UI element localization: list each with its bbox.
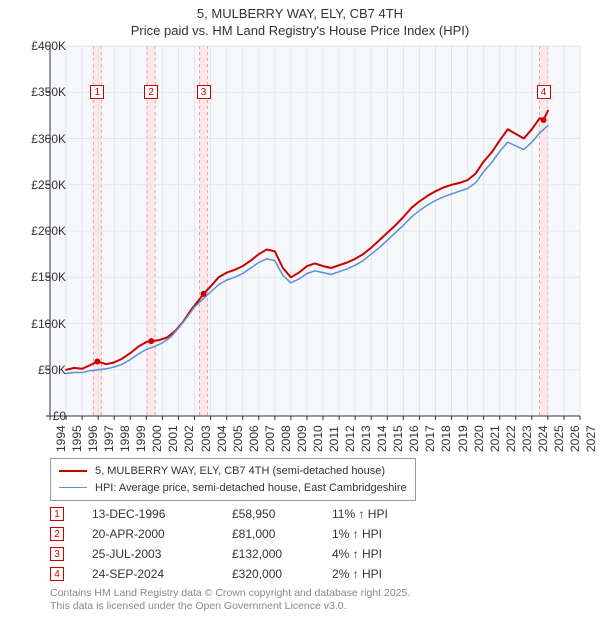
chart-plot-area xyxy=(50,46,580,416)
legend-box: 5, MULBERRY WAY, ELY, CB7 4TH (semi-deta… xyxy=(50,458,416,501)
event-date-1: 13-DEC-1996 xyxy=(92,507,232,521)
legend-item-2: HPI: Average price, semi-detached house,… xyxy=(59,480,407,497)
x-tick-label: 2010 xyxy=(311,425,325,452)
x-tick-label: 1994 xyxy=(54,425,68,452)
x-tick-label: 2012 xyxy=(343,425,357,452)
x-tick-label: 2019 xyxy=(456,425,470,452)
x-tick-label: 2017 xyxy=(423,425,437,452)
chart-marker-2: 2 xyxy=(144,85,158,99)
y-tick-label: £0 xyxy=(6,409,66,423)
x-tick-label: 2022 xyxy=(504,425,518,452)
title-line-2: Price paid vs. HM Land Registry's House … xyxy=(0,23,600,40)
x-tick-label: 2020 xyxy=(472,425,486,452)
event-row-1: 1 13-DEC-1996 £58,950 11% ↑ HPI xyxy=(50,504,432,524)
event-change-2: 1% ↑ HPI xyxy=(332,527,432,541)
event-price-1: £58,950 xyxy=(232,507,332,521)
x-tick-label: 1995 xyxy=(70,425,84,452)
x-tick-label: 2025 xyxy=(552,425,566,452)
events-table: 1 13-DEC-1996 £58,950 11% ↑ HPI 2 20-APR… xyxy=(50,504,432,584)
footer-line-1: Contains HM Land Registry data © Crown c… xyxy=(50,587,410,601)
x-tick-label: 2011 xyxy=(327,426,341,452)
x-tick-label: 2026 xyxy=(568,425,582,452)
y-tick-label: £200K xyxy=(6,224,66,238)
x-tick-label: 1996 xyxy=(86,425,100,452)
event-price-2: £81,000 xyxy=(232,527,332,541)
chart-container: 5, MULBERRY WAY, ELY, CB7 4TH Price paid… xyxy=(0,0,600,620)
event-row-4: 4 24-SEP-2024 £320,000 2% ↑ HPI xyxy=(50,564,432,584)
event-row-3: 3 25-JUL-2003 £132,000 4% ↑ HPI xyxy=(50,544,432,564)
y-tick-label: £400K xyxy=(6,39,66,53)
x-tick-label: 2023 xyxy=(520,425,534,452)
y-tick-label: £100K xyxy=(6,317,66,331)
x-tick-label: 1998 xyxy=(118,425,132,452)
event-marker-1: 1 xyxy=(50,507,64,521)
x-tick-label: 2004 xyxy=(215,425,229,452)
footer-line-2: This data is licensed under the Open Gov… xyxy=(50,600,410,614)
chart-svg xyxy=(50,46,580,416)
event-change-4: 2% ↑ HPI xyxy=(332,567,432,581)
x-tick-label: 2018 xyxy=(439,425,453,452)
legend-item-1: 5, MULBERRY WAY, ELY, CB7 4TH (semi-deta… xyxy=(59,463,407,480)
event-date-3: 25-JUL-2003 xyxy=(92,547,232,561)
event-change-1: 11% ↑ HPI xyxy=(332,507,432,521)
chart-title: 5, MULBERRY WAY, ELY, CB7 4TH Price paid… xyxy=(0,0,600,40)
legend-swatch-1 xyxy=(59,470,87,472)
title-line-1: 5, MULBERRY WAY, ELY, CB7 4TH xyxy=(0,6,600,23)
y-tick-label: £350K xyxy=(6,85,66,99)
x-tick-label: 2002 xyxy=(182,425,196,452)
x-tick-label: 2008 xyxy=(279,425,293,452)
x-tick-label: 2006 xyxy=(247,425,261,452)
event-marker-3: 3 xyxy=(50,547,64,561)
x-tick-label: 2015 xyxy=(391,425,405,452)
chart-marker-3: 3 xyxy=(197,85,211,99)
chart-marker-4: 4 xyxy=(537,85,551,99)
event-marker-4: 4 xyxy=(50,567,64,581)
x-tick-label: 2009 xyxy=(295,425,309,452)
event-price-4: £320,000 xyxy=(232,567,332,581)
x-tick-label: 2013 xyxy=(359,425,373,452)
event-change-3: 4% ↑ HPI xyxy=(332,547,432,561)
x-tick-label: 2000 xyxy=(150,425,164,452)
y-tick-label: £300K xyxy=(6,132,66,146)
x-tick-label: 2027 xyxy=(584,425,598,452)
x-tick-label: 2007 xyxy=(263,425,277,452)
x-tick-label: 2016 xyxy=(407,425,421,452)
event-date-4: 24-SEP-2024 xyxy=(92,567,232,581)
x-tick-label: 2005 xyxy=(231,425,245,452)
event-marker-2: 2 xyxy=(50,527,64,541)
x-tick-label: 2021 xyxy=(488,425,502,452)
event-price-3: £132,000 xyxy=(232,547,332,561)
event-row-2: 2 20-APR-2000 £81,000 1% ↑ HPI xyxy=(50,524,432,544)
event-date-2: 20-APR-2000 xyxy=(92,527,232,541)
footer-attribution: Contains HM Land Registry data © Crown c… xyxy=(50,587,410,614)
x-tick-label: 1997 xyxy=(102,425,116,452)
x-tick-label: 2014 xyxy=(375,425,389,452)
y-tick-label: £250K xyxy=(6,178,66,192)
x-tick-label: 1999 xyxy=(134,425,148,452)
legend-swatch-2 xyxy=(59,487,87,488)
legend-label-1: 5, MULBERRY WAY, ELY, CB7 4TH (semi-deta… xyxy=(95,463,385,480)
x-tick-label: 2024 xyxy=(536,425,550,452)
x-tick-label: 2001 xyxy=(166,425,180,452)
y-tick-label: £50K xyxy=(6,363,66,377)
y-tick-label: £150K xyxy=(6,270,66,284)
legend-label-2: HPI: Average price, semi-detached house,… xyxy=(95,480,407,497)
x-tick-label: 2003 xyxy=(199,425,213,452)
chart-marker-1: 1 xyxy=(90,85,104,99)
